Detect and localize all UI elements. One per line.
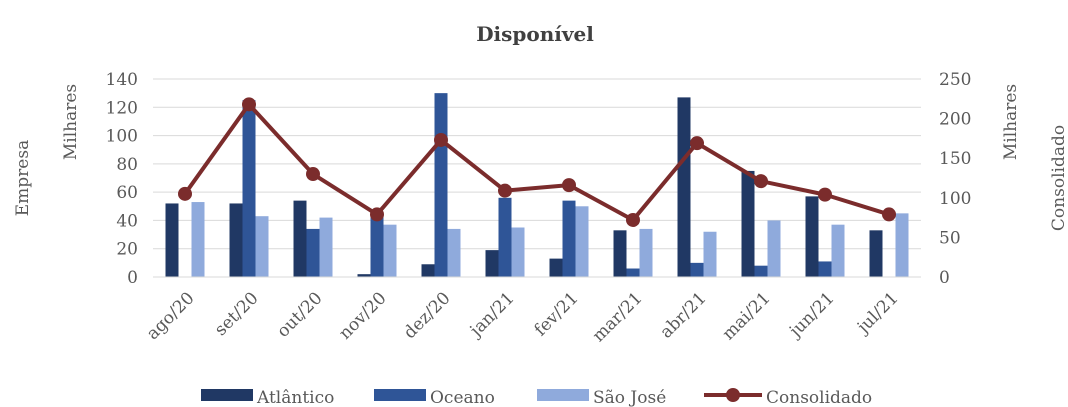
consolidado-point-fev-21: [562, 178, 576, 193]
bar-são-josé-out-20: [319, 217, 333, 277]
x-tick-label: dez/20: [400, 288, 455, 343]
consolidado-point-ago-20: [178, 186, 192, 201]
bar-atlântico-mai-21: [741, 170, 755, 277]
x-tick-label: mar/21: [589, 288, 647, 346]
bars: [165, 93, 909, 278]
consolidado-point-set-20: [242, 97, 256, 112]
legend-swatch-oceano: [374, 389, 426, 401]
bar-atlântico-set-20: [229, 203, 243, 277]
right-axis-title: Consolidado: [1049, 125, 1068, 231]
x-tick-label: abr/21: [656, 288, 710, 342]
bar-são-josé-dez-20: [447, 228, 461, 277]
bar-são-josé-ago-20: [191, 202, 205, 277]
consolidado-point-jul-21: [882, 207, 896, 222]
bar-são-josé-mar-21: [639, 228, 653, 277]
x-tick-label: jul/21: [852, 288, 902, 338]
right-tick-label: 150: [939, 149, 971, 169]
bar-atlântico-dez-20: [421, 264, 435, 277]
consolidado-point-nov-20: [370, 207, 384, 222]
bar-atlântico-out-20: [293, 200, 307, 277]
left-tick-label: 100: [106, 127, 138, 147]
left-tick-label: 60: [116, 183, 138, 203]
right-tick-label: 100: [939, 189, 971, 209]
x-tick-label: jun/21: [784, 288, 838, 342]
bar-são-josé-mai-21: [767, 220, 781, 277]
consolidado-point-jun-21: [818, 187, 832, 202]
x-tick-label: mai/21: [719, 288, 775, 344]
consolidado-series-line: [183, 102, 890, 222]
bar-atlântico-jul-21: [869, 230, 883, 277]
bar-oceano-jun-21: [818, 261, 832, 277]
left-tick-label: 80: [116, 155, 138, 175]
x-tick-label: out/20: [273, 288, 326, 341]
left-tick-label: 140: [106, 70, 138, 90]
bar-oceano-jan-21: [498, 197, 512, 277]
bar-atlântico-abr-21: [677, 97, 691, 277]
x-tick-label: ago/20: [143, 288, 199, 344]
bar-atlântico-ago-20: [165, 203, 179, 277]
left-tick-label: 20: [116, 240, 138, 260]
right-tick-label: 250: [939, 70, 971, 90]
legend-label-são-josé: São José: [593, 388, 666, 407]
right-axis-units: Milhares: [1001, 84, 1021, 160]
consolidado-point-mar-21: [626, 212, 640, 227]
x-tick-label: fev/21: [531, 288, 583, 340]
bar-oceano-mar-21: [626, 268, 640, 277]
bar-são-josé-jul-21: [895, 213, 909, 277]
bar-atlântico-mar-21: [613, 230, 627, 277]
consolidado-line: [178, 97, 896, 227]
consolidado-point-abr-21: [690, 136, 704, 151]
legend-swatch-são-josé: [537, 389, 589, 401]
consolidado-point-mai-21: [754, 174, 768, 189]
right-tick-label: 0: [939, 268, 950, 288]
right-axis-ticks: 0 50 100 150 200 250: [939, 70, 971, 288]
left-tick-label: 40: [116, 211, 138, 231]
bar-oceano-abr-21: [690, 262, 704, 277]
legend: Atlântico Oceano São José Consolidado: [201, 388, 872, 407]
x-axis-ticks: ago/20 set/20 out/20 nov/20 dez/20 jan/21 fev/…: [143, 288, 903, 346]
bar-são-josé-nov-20: [383, 224, 397, 277]
right-tick-label: 200: [939, 110, 971, 130]
legend-marker-consolidado: [726, 388, 740, 402]
legend-label-atlântico: Atlântico: [256, 388, 334, 407]
bar-são-josé-jan-21: [511, 227, 525, 277]
gridlines: [153, 78, 921, 250]
bar-oceano-set-20: [242, 100, 256, 277]
bar-atlântico-nov-20: [357, 274, 371, 277]
legend-label-consolidado: Consolidado: [766, 388, 872, 407]
left-axis-ticks: 0 20 40 60 80 100 120 140: [106, 70, 138, 288]
x-tick-label: nov/20: [335, 288, 390, 343]
bar-atlântico-jan-21: [485, 250, 499, 277]
legend-label-oceano: Oceano: [430, 388, 495, 407]
left-axis-title: Empresa: [13, 140, 33, 216]
bar-são-josé-set-20: [255, 216, 269, 277]
consolidado-point-jan-21: [498, 183, 512, 198]
consolidado-point-dez-20: [434, 132, 448, 147]
left-tick-label: 120: [106, 98, 138, 118]
bar-são-josé-jun-21: [831, 224, 845, 277]
left-axis-units: Milhares: [61, 84, 81, 160]
x-tick-label: set/20: [211, 288, 263, 340]
bar-oceano-mai-21: [754, 265, 768, 277]
bar-atlântico-fev-21: [549, 258, 563, 277]
left-tick-label: 0: [127, 268, 138, 288]
legend-swatch-atlântico: [201, 389, 253, 401]
bar-atlântico-jun-21: [805, 196, 819, 277]
bar-oceano-fev-21: [562, 200, 576, 277]
bar-oceano-dez-20: [434, 93, 448, 278]
x-tick-label: jan/21: [465, 288, 519, 342]
bar-oceano-out-20: [306, 228, 320, 277]
bar-são-josé-fev-21: [575, 206, 589, 277]
chart-title: Disponível: [476, 22, 594, 46]
right-tick-label: 50: [939, 228, 961, 248]
bar-oceano-nov-20: [370, 214, 384, 277]
consolidado-point-out-20: [306, 167, 320, 182]
bar-são-josé-abr-21: [703, 231, 717, 277]
